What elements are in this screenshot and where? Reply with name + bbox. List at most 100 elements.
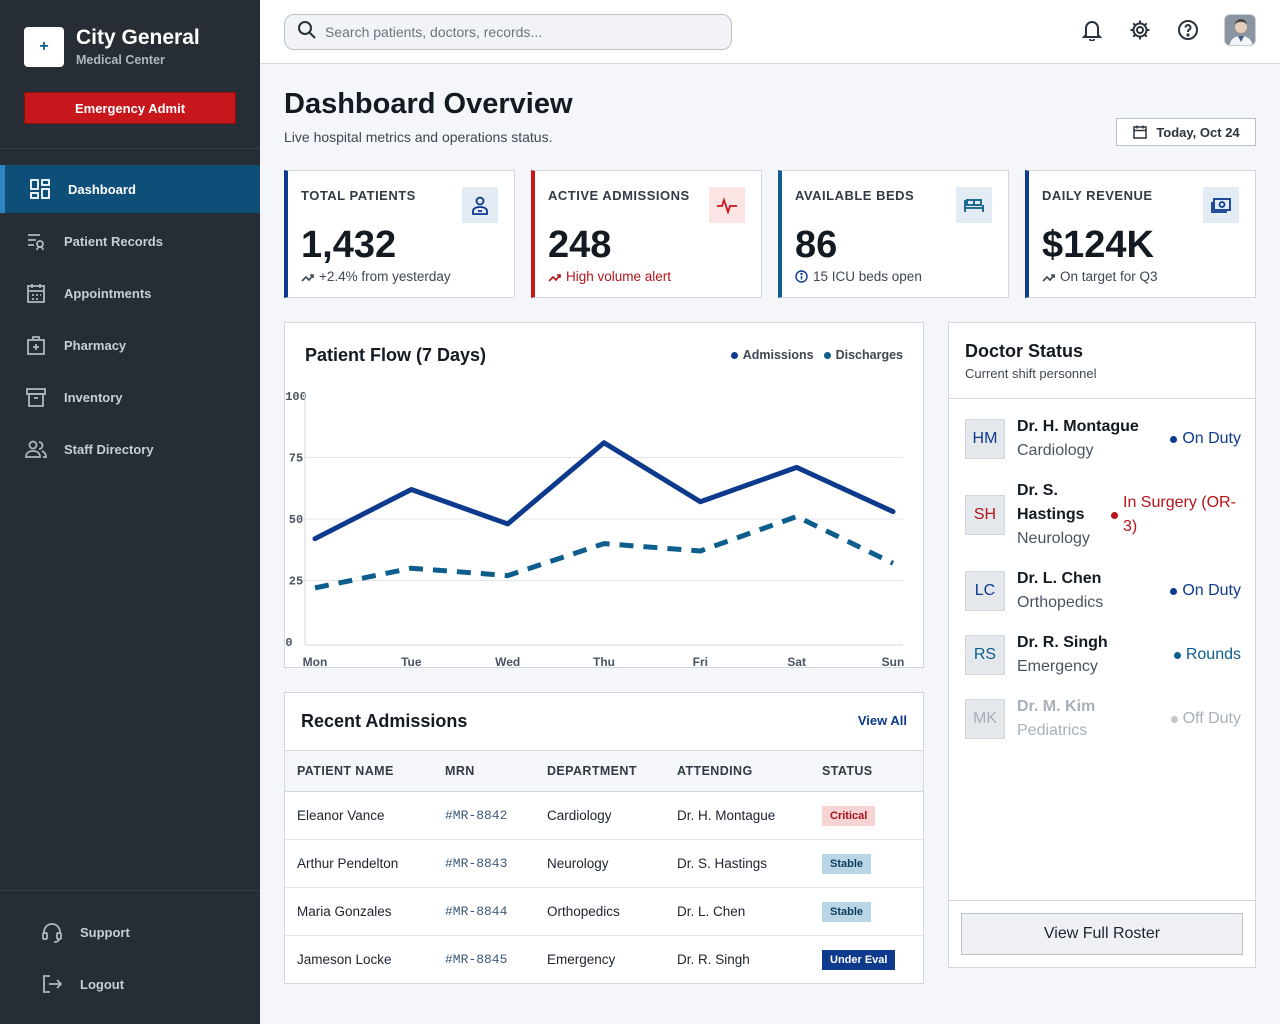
sidebar-item-patient-records[interactable]: Patient Records xyxy=(0,217,260,265)
view-all-link[interactable]: View All xyxy=(857,713,907,728)
search-input[interactable] xyxy=(325,24,705,40)
brand[interactable]: + City General Medical Center xyxy=(24,26,200,67)
attending: Dr. R. Singh xyxy=(677,952,750,968)
sidebar-item-label: Staff Directory xyxy=(64,441,154,457)
column-header[interactable]: PATIENT NAME xyxy=(297,764,394,778)
medical-bag-icon xyxy=(24,333,48,357)
data-point[interactable] xyxy=(697,548,703,554)
department: Orthopedics xyxy=(547,904,620,919)
data-point[interactable] xyxy=(312,536,318,542)
panel-divider xyxy=(949,398,1255,399)
hospital-logo-icon: + xyxy=(24,26,64,67)
page-subtitle: Live hospital metrics and operations sta… xyxy=(284,129,553,145)
table-row[interactable]: Eleanor Vance #MR-8842 Cardiology Dr. H.… xyxy=(285,792,923,840)
data-point[interactable] xyxy=(697,499,703,505)
emergency-admit-button[interactable]: Emergency Admit xyxy=(24,92,236,124)
data-point[interactable] xyxy=(505,573,511,579)
doctor-row[interactable]: MK Dr. M. Kim Pediatrics Off Duty xyxy=(965,695,1241,743)
data-point[interactable] xyxy=(890,509,896,515)
data-point[interactable] xyxy=(601,541,607,547)
doctor-specialty: Cardiology xyxy=(1017,442,1094,459)
legend-item-discharges[interactable]: Discharges xyxy=(823,348,903,362)
doctor-row[interactable]: LC Dr. L. Chen Orthopedics On Duty xyxy=(965,567,1241,615)
data-point[interactable] xyxy=(505,521,511,527)
data-point[interactable] xyxy=(312,585,318,591)
sidebar-item-support[interactable]: Support xyxy=(40,914,130,950)
series-line-discharges[interactable] xyxy=(314,514,895,591)
view-full-roster-button[interactable]: View Full Roster xyxy=(961,913,1243,955)
logout-icon xyxy=(40,972,64,996)
trend-up-icon xyxy=(1042,274,1055,282)
kpi-daily-revenue[interactable]: DAILY REVENUE $124K On target for Q3 xyxy=(1025,170,1256,298)
data-point[interactable] xyxy=(794,464,800,470)
gear-icon[interactable] xyxy=(1128,18,1152,42)
sidebar: + City General Medical Center Emergency … xyxy=(0,0,260,1024)
status-text: Rounds xyxy=(1185,646,1241,663)
kpi-active-admissions[interactable]: ACTIVE ADMISSIONS 248 High volume alert xyxy=(531,170,762,298)
sidebar-item-label: Patient Records xyxy=(64,233,163,249)
data-point[interactable] xyxy=(408,486,414,492)
data-point[interactable] xyxy=(794,514,800,520)
sidebar-item-appointments[interactable]: Appointments xyxy=(0,269,260,317)
doctor-status: Rounds xyxy=(1173,643,1241,667)
brand-subtitle: Medical Center xyxy=(76,53,165,67)
series-line-admissions[interactable] xyxy=(312,440,896,542)
table-row[interactable]: Arthur Pendelton #MR-8843 Neurology Dr. … xyxy=(285,840,923,888)
attending: Dr. L. Chen xyxy=(677,904,746,919)
doctor-row[interactable]: HM Dr. H. Montague Cardiology On Duty xyxy=(965,415,1241,463)
sidebar-item-inventory[interactable]: Inventory xyxy=(0,373,260,421)
panel-divider xyxy=(949,900,1255,901)
bell-icon[interactable] xyxy=(1080,18,1104,42)
legend-item-admissions[interactable]: Admissions xyxy=(730,348,814,362)
kpi-note: 15 ICU beds open xyxy=(795,269,922,284)
avatar[interactable] xyxy=(1224,14,1256,46)
status-text: On Duty xyxy=(1182,430,1241,447)
kpi-note: +2.4% from yesterday xyxy=(301,269,451,284)
sidebar-item-label: Support xyxy=(80,924,130,940)
help-icon[interactable] xyxy=(1176,18,1200,42)
y-tick-label: 25 xyxy=(289,575,303,589)
column-header[interactable]: DEPARTMENT xyxy=(547,764,637,778)
department: Cardiology xyxy=(547,808,612,823)
page-title: Dashboard Overview xyxy=(284,88,573,120)
sidebar-item-label: Logout xyxy=(80,976,125,992)
doctor-status: In Surgery (OR-3) xyxy=(1111,491,1241,539)
staff-icon xyxy=(24,437,48,461)
doctor-initials: RS xyxy=(965,635,1005,675)
doctor-specialty: Pediatrics xyxy=(1017,722,1088,739)
sidebar-item-staff-directory[interactable]: Staff Directory xyxy=(0,425,260,473)
sidebar-divider xyxy=(0,890,260,891)
column-header[interactable]: STATUS xyxy=(822,764,873,778)
data-point[interactable] xyxy=(601,440,607,446)
data-point[interactable] xyxy=(890,560,896,566)
status-text: On Duty xyxy=(1182,582,1241,599)
mrn: #MR-8843 xyxy=(445,856,508,871)
table-row[interactable]: Jameson Locke #MR-8845 Emergency Dr. R. … xyxy=(285,936,923,984)
data-point[interactable] xyxy=(408,565,414,571)
sidebar-nav: Dashboard Patient Records Appointments P… xyxy=(0,165,260,477)
sidebar-item-logout[interactable]: Logout xyxy=(40,966,130,1002)
doctor-row[interactable]: RS Dr. R. Singh Emergency Rounds xyxy=(965,631,1241,679)
column-header[interactable]: ATTENDING xyxy=(677,764,753,778)
x-tick-label: Sun xyxy=(882,655,905,667)
date-picker-button[interactable]: Today, Oct 24 xyxy=(1116,118,1256,146)
status-badge: Stable xyxy=(822,901,872,922)
attending: Dr. H. Montague xyxy=(677,808,776,823)
table-title: Recent Admissions xyxy=(301,711,468,731)
search-bar[interactable] xyxy=(284,14,732,50)
sidebar-item-pharmacy[interactable]: Pharmacy xyxy=(0,321,260,369)
info-icon xyxy=(795,270,808,283)
kpi-note-text: +2.4% from yesterday xyxy=(319,269,451,284)
doctor-row[interactable]: SH Dr. S. Hastings Neurology In Surgery … xyxy=(965,479,1241,551)
table-row[interactable]: Maria Gonzales #MR-8844 Orthopedics Dr. … xyxy=(285,888,923,936)
kpi-total-patients[interactable]: TOTAL PATIENTS 1,432 +2.4% from yesterda… xyxy=(284,170,515,298)
doctor-initials: MK xyxy=(965,699,1005,739)
column-header[interactable]: MRN xyxy=(445,764,475,778)
doctor-name: Dr. H. Montague xyxy=(1017,418,1139,435)
sidebar-item-dashboard[interactable]: Dashboard xyxy=(0,165,260,213)
kpi-available-beds[interactable]: AVAILABLE BEDS 86 15 ICU beds open xyxy=(778,170,1009,298)
kpi-value: 86 xyxy=(795,224,838,266)
x-tick-label: Mon xyxy=(303,655,328,667)
doctor-initials: HM xyxy=(965,419,1005,459)
table-header-row: PATIENT NAME MRN DEPARTMENT ATTENDING ST… xyxy=(285,750,923,792)
